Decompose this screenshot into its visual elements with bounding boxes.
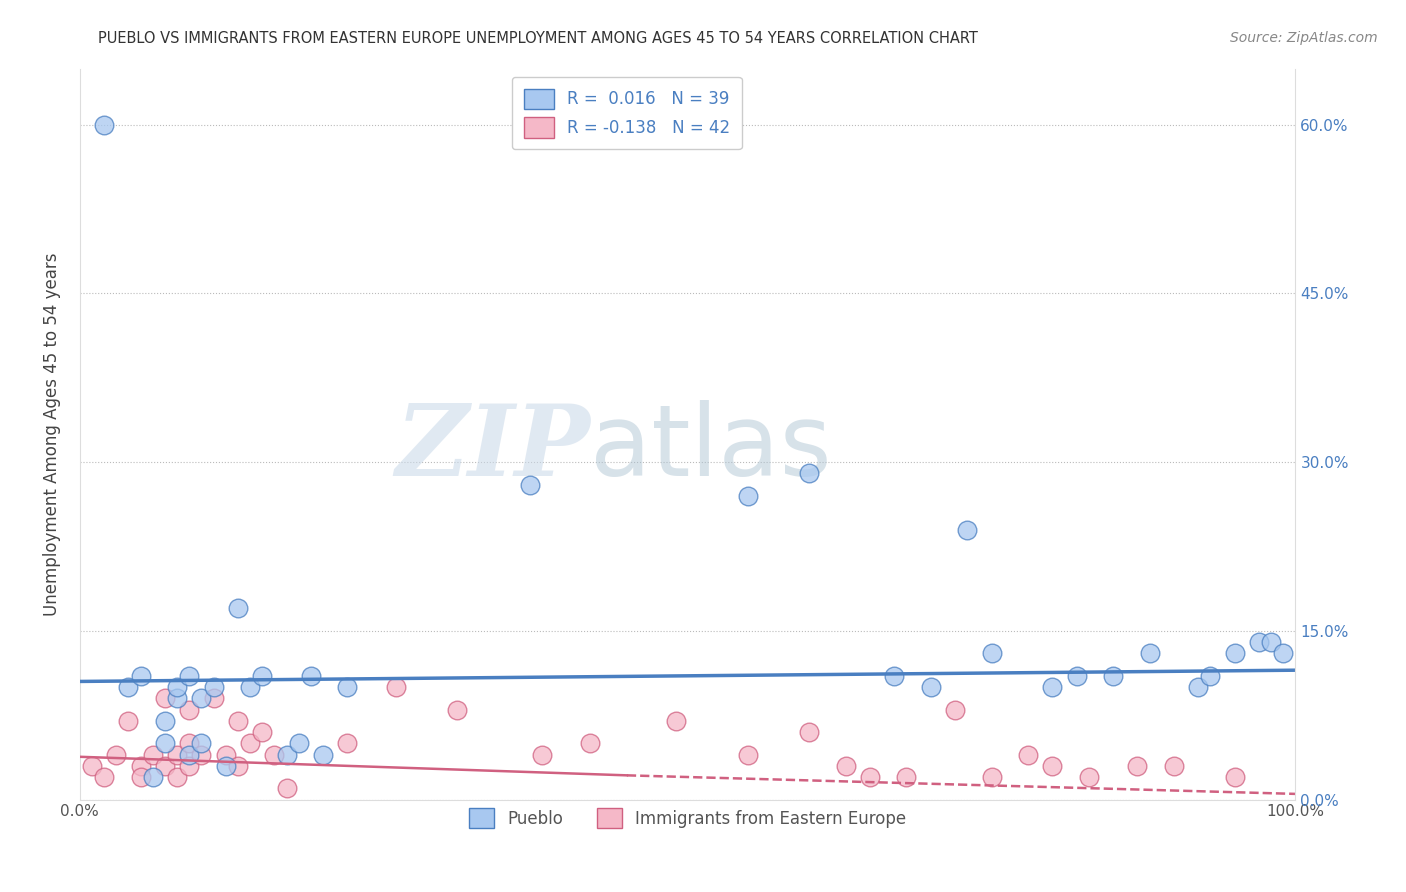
Point [190,736,212,750]
Point [446,702,468,716]
Point [287,736,309,750]
Point [943,702,966,716]
Point [799,725,821,739]
Point [226,601,249,615]
Text: ZIP: ZIP [395,401,591,497]
Point [920,680,942,694]
Point [117,714,139,728]
Point [834,759,856,773]
Point [142,747,165,762]
Point [1017,747,1039,762]
Point [202,691,225,706]
Point [299,669,322,683]
Point [336,680,359,694]
Point [153,736,176,750]
Point [179,736,201,750]
Point [980,770,1002,784]
Point [579,736,602,750]
Point [129,770,152,784]
Point [276,781,298,796]
Point [1040,759,1063,773]
Y-axis label: Unemployment Among Ages 45 to 54 years: Unemployment Among Ages 45 to 54 years [44,252,60,615]
Point [166,691,188,706]
Point [737,489,759,503]
Point [519,477,541,491]
Point [1223,770,1246,784]
Point [226,714,249,728]
Point [664,714,686,728]
Point [336,736,359,750]
Legend: Pueblo, Immigrants from Eastern Europe: Pueblo, Immigrants from Eastern Europe [463,801,912,835]
Text: Source: ZipAtlas.com: Source: ZipAtlas.com [1230,31,1378,45]
Text: PUEBLO VS IMMIGRANTS FROM EASTERN EUROPE UNEMPLOYMENT AMONG AGES 45 TO 54 YEARS : PUEBLO VS IMMIGRANTS FROM EASTERN EUROPE… [98,31,979,46]
Point [166,747,188,762]
Point [1066,669,1088,683]
Point [737,747,759,762]
Point [190,747,212,762]
Point [190,691,212,706]
Point [117,680,139,694]
Point [859,770,882,784]
Point [896,770,918,784]
Point [1199,669,1222,683]
Point [1077,770,1099,784]
Point [312,747,335,762]
Point [239,736,262,750]
Point [179,759,201,773]
Point [166,770,188,784]
Point [153,691,176,706]
Point [1163,759,1185,773]
Point [1126,759,1149,773]
Point [153,759,176,773]
Point [179,747,201,762]
Point [263,747,285,762]
Point [239,680,262,694]
Point [530,747,553,762]
Point [80,759,103,773]
Point [1040,680,1063,694]
Point [129,759,152,773]
Point [250,725,273,739]
Point [142,770,165,784]
Point [105,747,128,762]
Text: atlas: atlas [591,401,832,497]
Point [799,467,821,481]
Point [166,680,188,694]
Point [93,118,115,132]
Point [1102,669,1125,683]
Point [179,669,201,683]
Point [202,680,225,694]
Point [226,759,249,773]
Point [179,702,201,716]
Point [1139,646,1161,660]
Point [1272,646,1295,660]
Point [215,759,238,773]
Point [215,747,238,762]
Point [883,669,905,683]
Point [93,770,115,784]
Point [129,669,152,683]
Point [1187,680,1209,694]
Point [276,747,298,762]
Point [1247,635,1270,649]
Point [153,714,176,728]
Point [980,646,1002,660]
Point [385,680,408,694]
Point [250,669,273,683]
Point [1260,635,1282,649]
Point [1223,646,1246,660]
Point [956,523,979,537]
